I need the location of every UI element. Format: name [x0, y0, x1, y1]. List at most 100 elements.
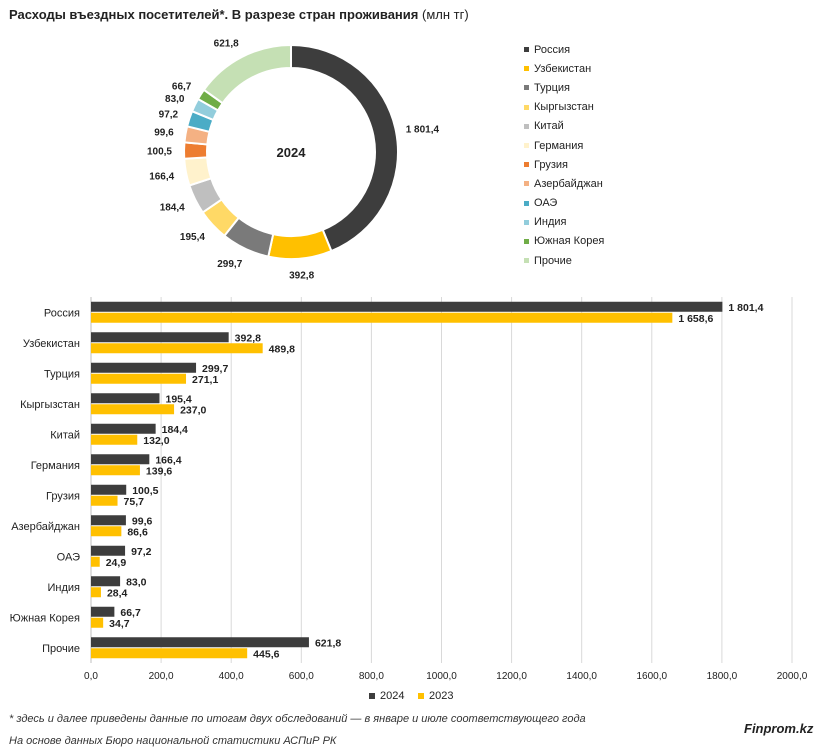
bar-2024: [91, 515, 126, 526]
bar-2024: [91, 332, 229, 343]
legend-label: Индия: [534, 216, 567, 229]
donut-value-label: 66,7: [172, 82, 192, 93]
x-tick-label: 0,0: [84, 671, 98, 682]
x-tick-label: 1000,0: [426, 671, 457, 682]
bar-2023: [91, 526, 122, 537]
donut-value-label: 99,6: [154, 128, 174, 139]
bar-2024: [91, 454, 150, 465]
bar-value-label: 34,7: [109, 618, 130, 630]
legend-swatch: [524, 181, 529, 187]
x-tick-label: 200,0: [149, 671, 174, 682]
x-tick-label: 600,0: [289, 671, 314, 682]
legend-label-2023: 2023: [429, 690, 454, 702]
donut-slice: [267, 228, 333, 260]
donut-slice: [290, 43, 399, 253]
bar-2023: [91, 404, 175, 415]
bar-value-label: 75,7: [124, 496, 145, 508]
donut-value-label: 166,4: [149, 171, 174, 182]
legend-swatch: [524, 200, 529, 206]
category-label: Прочие: [42, 643, 80, 655]
legend-label: Турция: [534, 81, 570, 94]
category-label: Китай: [50, 429, 80, 441]
source-note: На основе данных Бюро национальной стати…: [9, 735, 337, 747]
bar-2023: [91, 373, 187, 384]
legend-item: Индия: [524, 213, 604, 232]
legend-label: Германия: [534, 139, 584, 152]
legend-item: ОАЭ: [524, 194, 604, 213]
bar-2024: [91, 484, 127, 495]
category-label: Южная Корея: [10, 612, 80, 624]
donut-value-label: 195,4: [180, 232, 205, 243]
chart-title-main: Расходы въездных посетителей*. В разрезе…: [9, 7, 419, 22]
footnote: * здесь и далее приведены данные по итог…: [9, 713, 586, 725]
bar-2024: [91, 393, 160, 404]
donut-slice: [202, 43, 292, 105]
category-label: Индия: [47, 582, 80, 594]
bar-2023: [91, 312, 673, 323]
bar-2023: [91, 587, 101, 598]
brand-logo: Finprom.kz: [744, 721, 814, 736]
category-label: Грузия: [46, 490, 80, 502]
legend-item: Кыргызстан: [524, 98, 604, 117]
bar-value-label: 99,6: [132, 515, 153, 527]
bar-2023: [91, 434, 138, 445]
donut-legend: Россия Узбекистан Турция Кыргызстан Китай Гер…: [524, 40, 604, 270]
donut-value-label: 392,8: [289, 271, 314, 282]
category-label: Кыргызстан: [20, 399, 80, 411]
bar-2024: [91, 362, 197, 373]
bar-value-label: 86,6: [127, 526, 148, 538]
bar-value-label: 166,4: [155, 454, 181, 466]
bar-2023: [91, 648, 248, 659]
x-tick-label: 800,0: [359, 671, 384, 682]
legend-label-2024: 2024: [380, 690, 405, 702]
donut-value-label: 83,0: [165, 94, 185, 105]
legend-label: Азербайджан: [534, 177, 603, 190]
donut-value-label: 1 801,4: [406, 124, 440, 135]
legend-swatch: [524, 143, 529, 149]
bar-value-label: 97,2: [131, 546, 152, 558]
legend-swatch: [524, 238, 529, 244]
category-label: Германия: [31, 460, 80, 472]
donut-value-label: 184,4: [160, 202, 185, 213]
bar-2023: [91, 465, 140, 476]
category-label: Турция: [44, 368, 80, 380]
x-tick-label: 1200,0: [496, 671, 527, 682]
legend-label: Южная Корея: [534, 235, 605, 248]
bar-2024: [91, 423, 156, 434]
bar-value-label: 66,7: [120, 607, 141, 619]
bar-2024: [91, 576, 121, 587]
legend-label: ОАЭ: [534, 197, 558, 210]
bar-value-label: 1 658,6: [678, 313, 713, 325]
x-tick-label: 1600,0: [637, 671, 668, 682]
bar-value-label: 271,1: [192, 374, 218, 386]
legend-item-2023: 2023: [418, 690, 453, 702]
bar-value-label: 1 801,4: [728, 302, 763, 314]
bar-value-label: 100,5: [132, 485, 158, 497]
legend-swatch: [524, 66, 529, 72]
bar-2024: [91, 301, 723, 312]
legend-swatch: [524, 85, 529, 91]
bar-2024: [91, 637, 309, 648]
category-label: Россия: [44, 307, 80, 319]
bar-2023: [91, 343, 263, 354]
legend-swatch-2024: [369, 693, 375, 699]
bar-value-label: 195,4: [165, 393, 191, 405]
bar-value-label: 24,9: [106, 557, 127, 569]
donut-value-label: 621,8: [214, 39, 239, 50]
donut-value-label: 97,2: [159, 110, 179, 121]
bar-value-label: 132,0: [143, 435, 169, 447]
legend-item: Грузия: [524, 155, 604, 174]
bar-2024: [91, 545, 126, 556]
x-tick-label: 1400,0: [566, 671, 597, 682]
chart-title: Расходы въездных посетителей*. В разрезе…: [9, 7, 469, 22]
bar-value-label: 83,0: [126, 576, 147, 588]
legend-label: Россия: [534, 43, 571, 56]
legend-item: Южная Корея: [524, 232, 604, 251]
bar-2023: [91, 617, 104, 628]
legend-swatch: [524, 123, 529, 129]
bar-2023: [91, 556, 100, 567]
chart-title-unit: (млн тг): [421, 7, 469, 22]
legend-item: Прочие: [524, 251, 604, 270]
donut-value-label: 299,7: [217, 259, 242, 270]
